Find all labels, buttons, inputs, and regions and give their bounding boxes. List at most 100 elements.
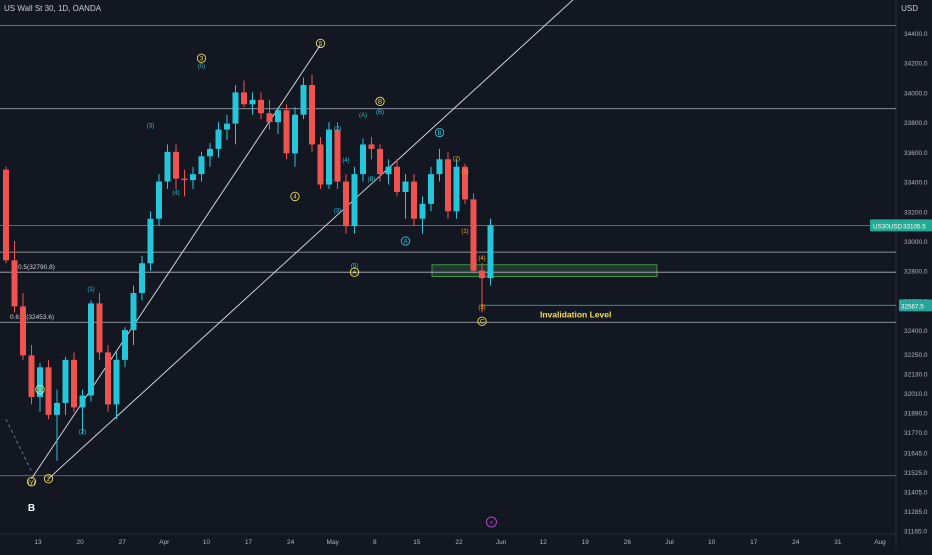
lower-price-tag (899, 299, 932, 312)
candle-body (88, 303, 94, 396)
date-tick-label: Aug (874, 539, 886, 546)
wave-label: (1) (461, 229, 468, 235)
date-tick-label: 26 (624, 539, 632, 546)
candle-body (139, 263, 145, 293)
date-tick-label: 15 (413, 539, 421, 546)
candle-body (258, 99, 264, 114)
wave-label: (3) (334, 208, 341, 214)
candle-body (11, 260, 18, 307)
candle-body (164, 151, 171, 182)
candle-body (96, 303, 103, 353)
price-tick-label: 33200.0 (904, 209, 928, 216)
candle-body (470, 199, 477, 271)
candle-body (62, 359, 69, 403)
candle-body (292, 114, 298, 154)
candle-body (249, 99, 256, 105)
candle-body (334, 129, 341, 182)
candle-body (130, 293, 137, 331)
price-tick-label: 32130.0 (904, 372, 928, 379)
candle-body (360, 144, 366, 175)
date-tick-label: 8 (373, 539, 377, 546)
wave-label: (2) (453, 156, 460, 162)
date-tick-label: 22 (455, 539, 463, 546)
wave-label: (2) (334, 127, 341, 133)
wave-label: 2 (47, 477, 51, 483)
price-tick-label: 32250.0 (904, 352, 928, 359)
candle-body (462, 166, 468, 200)
candle-body (3, 169, 9, 261)
fib-level-label: 0.618(32453.6) (10, 314, 54, 321)
wave-label: A (403, 239, 407, 245)
candle-body (20, 306, 26, 356)
wave-label: (5) (478, 305, 485, 311)
wave-label: (1) (461, 170, 468, 176)
wave-label: (y) (28, 480, 35, 486)
wave-label: (B) (368, 177, 376, 183)
wave-label: (3) (147, 124, 154, 130)
date-tick-label: Jun (496, 539, 507, 546)
lower-price-label: 32567.5 (901, 303, 924, 310)
invalidation-label: Invalidation Level (540, 309, 611, 319)
candle-body (479, 270, 485, 279)
date-tick-label: 10 (203, 539, 211, 546)
date-tick-label: 12 (540, 539, 548, 546)
candle-body (445, 159, 451, 212)
wave-label-circle (477, 316, 487, 326)
price-tick-label: 33000.0 (904, 239, 928, 246)
candle-body (215, 129, 222, 149)
price-tick-label: 31165.0 (904, 528, 927, 535)
wave-label: (1) (87, 287, 94, 293)
support-zone (431, 264, 658, 278)
wave-label: B (28, 503, 35, 514)
candle-body (453, 166, 460, 212)
fib-level-label: 0.5(32790.8) (18, 264, 55, 271)
trend-line (31, 44, 321, 479)
wave-label-circle (400, 236, 411, 246)
wave-label: (5) (351, 263, 358, 269)
wave-label: (2) (79, 430, 86, 436)
candle-body (300, 85, 307, 115)
price-tick-label: 33400.0 (904, 180, 928, 187)
chart-title: US Wall St 30, 1D, OANDA (4, 4, 102, 13)
wave-label: 5 (319, 42, 323, 48)
candle-body (351, 174, 358, 227)
candle-body (266, 113, 273, 123)
candle-body (487, 225, 494, 279)
candle-body (385, 166, 392, 175)
candle-body (394, 166, 400, 192)
candle-body (173, 151, 179, 179)
candle-body (28, 355, 35, 397)
wave-label-circle (315, 38, 326, 49)
current-price-label: 33105.5 (903, 223, 926, 230)
price-tick-label: 34200.0 (904, 61, 928, 68)
wave-label: (1) (325, 177, 332, 183)
wave-label: 4 (293, 195, 297, 201)
price-tick-label: 31405.0 (904, 489, 928, 496)
wave-label: B (378, 100, 382, 106)
candle-body (198, 156, 205, 175)
trend-line (48, 0, 574, 480)
candle-body (411, 181, 417, 219)
price-tick-label: 33800.0 (904, 120, 928, 127)
candle-body (326, 129, 332, 185)
date-tick-label: 20 (76, 539, 84, 546)
wave-label: B (437, 131, 441, 137)
candle-body (436, 159, 443, 175)
currency-label: USD (901, 4, 918, 13)
wave-label: C (480, 320, 485, 326)
candle-body (71, 359, 77, 408)
date-tick-label: May (327, 539, 340, 546)
wave-label: (4) (172, 190, 179, 196)
price-tick-label: 34400.0 (904, 31, 928, 38)
date-tick-label: 24 (792, 539, 800, 546)
candle-body (317, 144, 324, 185)
candle-body (122, 330, 128, 360)
candle-body (181, 178, 188, 181)
wave-label-circle (26, 477, 37, 487)
price-tick-label: 31525.0 (904, 470, 928, 477)
candle-body (37, 367, 43, 397)
candle-body (402, 181, 409, 192)
price-tick-label: 31770.0 (904, 430, 928, 437)
